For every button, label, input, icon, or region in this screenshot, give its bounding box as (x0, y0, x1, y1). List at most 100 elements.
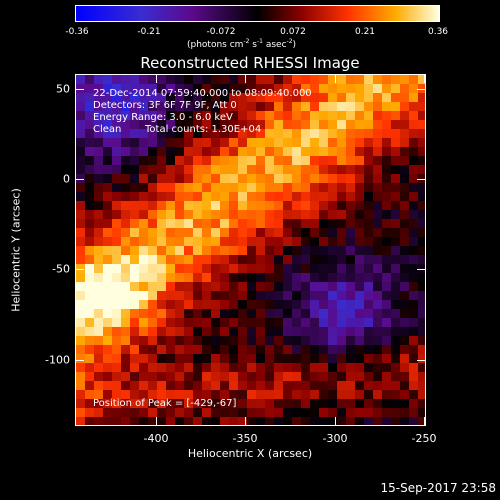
heatmap-cell (121, 192, 130, 201)
heatmap-cell (211, 264, 220, 273)
heatmap-cell (409, 291, 418, 300)
heatmap-cell (373, 372, 382, 381)
heatmap-cell (202, 156, 211, 165)
heatmap-cell (391, 309, 400, 318)
heatmap-cell (139, 255, 148, 264)
heatmap-cell (409, 93, 418, 102)
heatmap-cell (193, 273, 202, 282)
heatmap-cell (310, 93, 319, 102)
heatmap-cell (391, 183, 400, 192)
heatmap-cell (130, 165, 139, 174)
heatmap-cell (301, 120, 310, 129)
heatmap-cell (148, 129, 157, 138)
heatmap-cell (112, 417, 121, 425)
heatmap-cell (373, 390, 382, 399)
heatmap-cell (256, 381, 265, 390)
heatmap-cell (418, 282, 425, 291)
heatmap-cell (166, 183, 175, 192)
heatmap-cell (292, 111, 301, 120)
heatmap-cell (103, 84, 112, 93)
heatmap-cell (112, 147, 121, 156)
heatmap-cell (346, 174, 355, 183)
heatmap-cell (364, 210, 373, 219)
heatmap-cell (382, 210, 391, 219)
heatmap-cell (220, 318, 229, 327)
heatmap-cell (364, 228, 373, 237)
heatmap-cell (148, 282, 157, 291)
heatmap-cell (310, 147, 319, 156)
heatmap-cell (157, 183, 166, 192)
heatmap-cell (166, 93, 175, 102)
heatmap-cell (301, 273, 310, 282)
heatmap-cell (76, 237, 85, 246)
heatmap-cell (265, 318, 274, 327)
heatmap-cell (319, 291, 328, 300)
heatmap-cell (166, 264, 175, 273)
heatmap-cell (382, 120, 391, 129)
heatmap-cell (175, 399, 184, 408)
detectors-label: Detectors: 3F 6F 7F 9F, Att 0 (93, 100, 237, 111)
heatmap-cell (247, 102, 256, 111)
heatmap-cell (319, 246, 328, 255)
heatmap-cell (373, 309, 382, 318)
heatmap-cell (220, 129, 229, 138)
heatmap-cell (76, 381, 85, 390)
heatmap-cell (166, 165, 175, 174)
y-tick-mark (76, 89, 84, 90)
heatmap-cell (355, 399, 364, 408)
heatmap-cell (85, 138, 94, 147)
heatmap-cell (76, 300, 85, 309)
heatmap-cell (382, 336, 391, 345)
heatmap-cell (382, 363, 391, 372)
x-tick-mark (335, 75, 336, 83)
heatmap-cell (274, 336, 283, 345)
heatmap-cell (247, 309, 256, 318)
heatmap-cell (292, 246, 301, 255)
heatmap-cell (238, 102, 247, 111)
heatmap-cell (112, 75, 121, 84)
heatmap-cell (76, 183, 85, 192)
heatmap-cell (355, 327, 364, 336)
heatmap-cell (409, 147, 418, 156)
heatmap-cell (265, 156, 274, 165)
heatmap-cell (256, 282, 265, 291)
heatmap-image (76, 75, 425, 425)
heatmap-cell (130, 264, 139, 273)
heatmap-cell (220, 93, 229, 102)
heatmap-cell (382, 237, 391, 246)
heatmap-cell (274, 219, 283, 228)
heatmap-cell (76, 282, 85, 291)
heatmap-cell (328, 390, 337, 399)
heatmap-cell (193, 336, 202, 345)
heatmap-cell (391, 174, 400, 183)
heatmap-cell (301, 174, 310, 183)
heatmap-cell (202, 264, 211, 273)
heatmap-cell (130, 300, 139, 309)
heatmap-cell (418, 390, 425, 399)
heatmap-cell (256, 246, 265, 255)
heatmap-cell (76, 336, 85, 345)
heatmap-cell (265, 300, 274, 309)
heatmap-cell (256, 120, 265, 129)
heatmap-cell (121, 183, 130, 192)
heatmap-cell (418, 345, 425, 354)
heatmap-cell (409, 327, 418, 336)
heatmap-cell (265, 417, 274, 425)
heatmap-cell (355, 183, 364, 192)
heatmap-cell (265, 147, 274, 156)
heatmap-cell (364, 399, 373, 408)
heatmap-cell (256, 228, 265, 237)
heatmap-cell (319, 318, 328, 327)
heatmap-cell (319, 372, 328, 381)
heatmap-cell (220, 372, 229, 381)
heatmap-cell (391, 219, 400, 228)
heatmap-cell (283, 399, 292, 408)
heatmap-cell (256, 345, 265, 354)
heatmap-cell (103, 165, 112, 174)
heatmap-cell (76, 354, 85, 363)
heatmap-cell (319, 129, 328, 138)
heatmap-cell (256, 147, 265, 156)
heatmap-cell (265, 120, 274, 129)
heatmap-cell (364, 138, 373, 147)
heatmap-cell (229, 156, 238, 165)
